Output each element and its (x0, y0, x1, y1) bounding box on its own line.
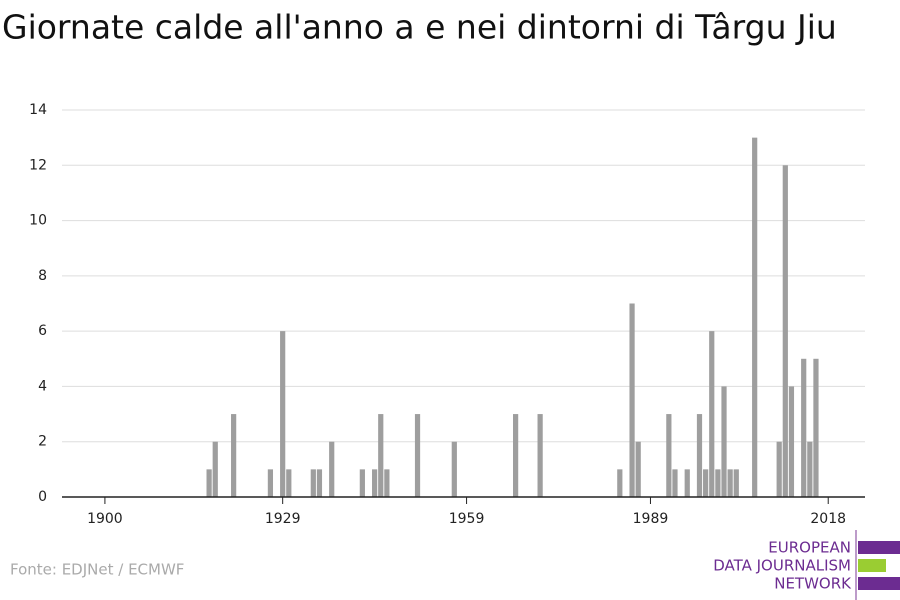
bar (672, 469, 678, 497)
logo-bar (858, 541, 900, 554)
logo-text: DATA JOURNALISM (713, 557, 851, 575)
bar (286, 469, 292, 497)
bar (378, 414, 384, 497)
bar (372, 469, 378, 497)
bar (212, 441, 218, 497)
y-tick-label: 10 (29, 213, 47, 229)
bar (807, 441, 813, 497)
bar (715, 469, 721, 497)
y-tick-label: 0 (38, 489, 47, 505)
bar (512, 414, 519, 497)
source: Fonte: EDJNet / ECMWF (10, 561, 184, 579)
bar (733, 469, 739, 497)
bar (721, 386, 727, 497)
bar (703, 469, 709, 497)
logo-text: EUROPEAN (768, 539, 851, 557)
bar (782, 165, 788, 498)
bar (267, 469, 274, 497)
bar (310, 469, 316, 497)
y-tick-label: 14 (29, 102, 47, 118)
bar (316, 469, 323, 497)
bar (206, 469, 212, 497)
x-tick-label: 1929 (265, 511, 301, 527)
logo: EUROPEAN DATA JOURNALISM NETWORK (713, 530, 900, 600)
bar (696, 414, 703, 497)
logo-bar (858, 559, 886, 572)
y-tick-label: 2 (38, 434, 47, 450)
bar (752, 137, 758, 497)
y-tick-label: 4 (38, 378, 47, 394)
bar (329, 441, 335, 497)
y-tick-label: 12 (29, 157, 47, 173)
bar (384, 469, 390, 497)
bar (629, 303, 635, 497)
logo-text: NETWORK (774, 575, 852, 593)
logo-bar (858, 577, 900, 590)
bar (788, 386, 795, 497)
bar (537, 414, 543, 497)
bar (617, 469, 623, 497)
bar (280, 331, 286, 497)
bar (231, 414, 237, 497)
bar (635, 441, 641, 497)
x-tick-label: 1989 (633, 511, 669, 527)
x-tick-label: 2018 (810, 511, 846, 527)
bar (727, 469, 733, 497)
bar (684, 469, 690, 497)
bar (414, 414, 421, 497)
bar (451, 441, 457, 497)
x-tick-label: 1959 (449, 511, 485, 527)
bar (776, 441, 782, 497)
bar (709, 331, 715, 497)
bar (813, 358, 819, 497)
y-tick-label: 6 (38, 323, 47, 339)
chart-title: Giornate calde all'anno a e nei dintorni… (2, 8, 837, 47)
x-tick-label: 1900 (87, 511, 123, 527)
bar (359, 469, 365, 497)
bar (666, 414, 672, 497)
y-tick-label: 8 (38, 268, 47, 284)
bar (801, 358, 807, 497)
